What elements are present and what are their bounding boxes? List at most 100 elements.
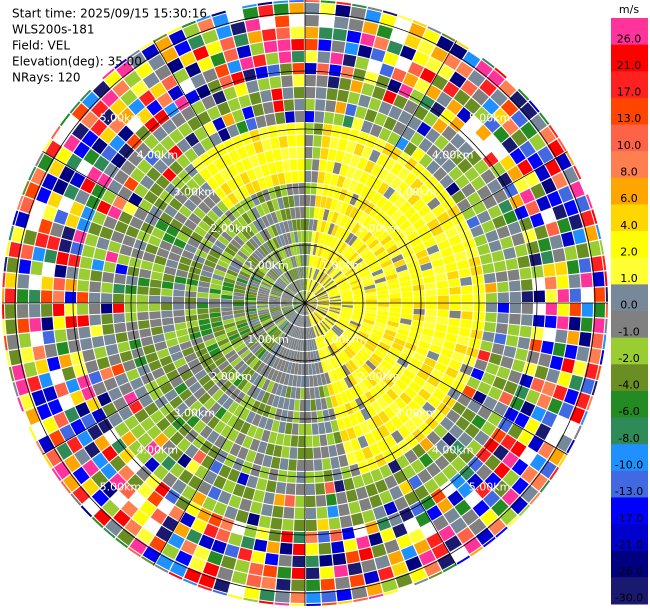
gate	[320, 196, 328, 209]
gate	[448, 166, 463, 181]
gate	[297, 231, 302, 243]
gate	[298, 315, 303, 327]
gate	[309, 327, 313, 339]
colorbar-swatch	[611, 124, 648, 152]
gate	[118, 406, 134, 421]
gate	[300, 303, 305, 315]
gate	[320, 275, 329, 285]
gate	[382, 263, 395, 273]
gate	[29, 304, 41, 318]
gate	[126, 321, 139, 332]
gate	[46, 235, 61, 251]
gate	[227, 59, 242, 74]
gate	[321, 135, 331, 148]
gate	[320, 233, 327, 245]
gate	[224, 349, 237, 360]
gate	[437, 303, 449, 310]
gate	[338, 454, 349, 468]
gate	[216, 376, 228, 388]
gate	[89, 314, 102, 326]
gate	[327, 223, 335, 235]
gate	[135, 125, 152, 142]
gate	[321, 260, 329, 271]
gate	[271, 369, 279, 382]
gate	[510, 496, 528, 515]
gate	[149, 303, 161, 312]
gate	[161, 119, 177, 135]
gate	[253, 140, 264, 154]
gate	[5, 351, 11, 366]
gate	[327, 313, 338, 320]
gate	[305, 51, 318, 63]
gate	[308, 231, 313, 243]
gate	[212, 116, 226, 132]
gate	[365, 404, 377, 418]
gate	[510, 129, 528, 147]
gate	[331, 382, 340, 395]
gate	[237, 215, 248, 228]
gate	[164, 389, 178, 402]
gate	[263, 40, 278, 54]
gate	[162, 424, 178, 439]
gate	[91, 470, 109, 488]
gate	[562, 166, 579, 185]
gate	[373, 272, 385, 281]
gate	[79, 89, 92, 102]
gate	[520, 465, 538, 484]
gate	[360, 33, 376, 47]
gate	[136, 107, 153, 124]
gate	[281, 305, 293, 308]
gate	[309, 280, 314, 291]
gate	[259, 350, 270, 362]
gate	[150, 410, 165, 424]
gate	[159, 212, 173, 225]
gate	[80, 413, 97, 429]
gate	[476, 464, 493, 481]
gate	[255, 115, 267, 129]
gate	[487, 204, 502, 219]
gate	[280, 184, 288, 197]
gate	[373, 246, 386, 257]
gate	[575, 243, 590, 259]
gate	[233, 404, 245, 418]
gate	[245, 300, 257, 303]
gate	[509, 303, 521, 314]
gate	[578, 257, 592, 273]
colorbar-label: 2.0	[620, 245, 638, 258]
colorbar-swatch	[611, 71, 648, 99]
gate	[204, 259, 217, 269]
gate	[295, 303, 305, 312]
gate	[150, 271, 164, 281]
gate	[294, 326, 299, 338]
gate	[466, 376, 481, 390]
gate	[199, 152, 213, 167]
gate	[503, 247, 517, 260]
gate	[168, 145, 183, 160]
gate	[305, 195, 311, 207]
gate	[386, 351, 399, 362]
gate	[393, 337, 406, 347]
gate	[211, 10, 226, 17]
gate	[569, 288, 581, 302]
gate	[315, 398, 322, 411]
gate	[352, 313, 364, 319]
gate	[365, 309, 377, 314]
gate	[440, 247, 454, 258]
gate	[221, 294, 233, 300]
gate	[433, 330, 446, 340]
gate	[347, 219, 357, 232]
gate	[529, 114, 547, 133]
gate	[207, 79, 223, 94]
gate	[152, 143, 168, 159]
gate	[477, 381, 492, 395]
gate	[234, 315, 247, 322]
gate	[187, 34, 205, 50]
gate	[283, 434, 292, 447]
gate	[350, 318, 363, 325]
gate	[36, 186, 52, 204]
gate	[240, 394, 251, 407]
gate	[353, 209, 364, 222]
gate	[230, 261, 242, 270]
gate	[376, 153, 389, 167]
gate	[296, 219, 301, 231]
